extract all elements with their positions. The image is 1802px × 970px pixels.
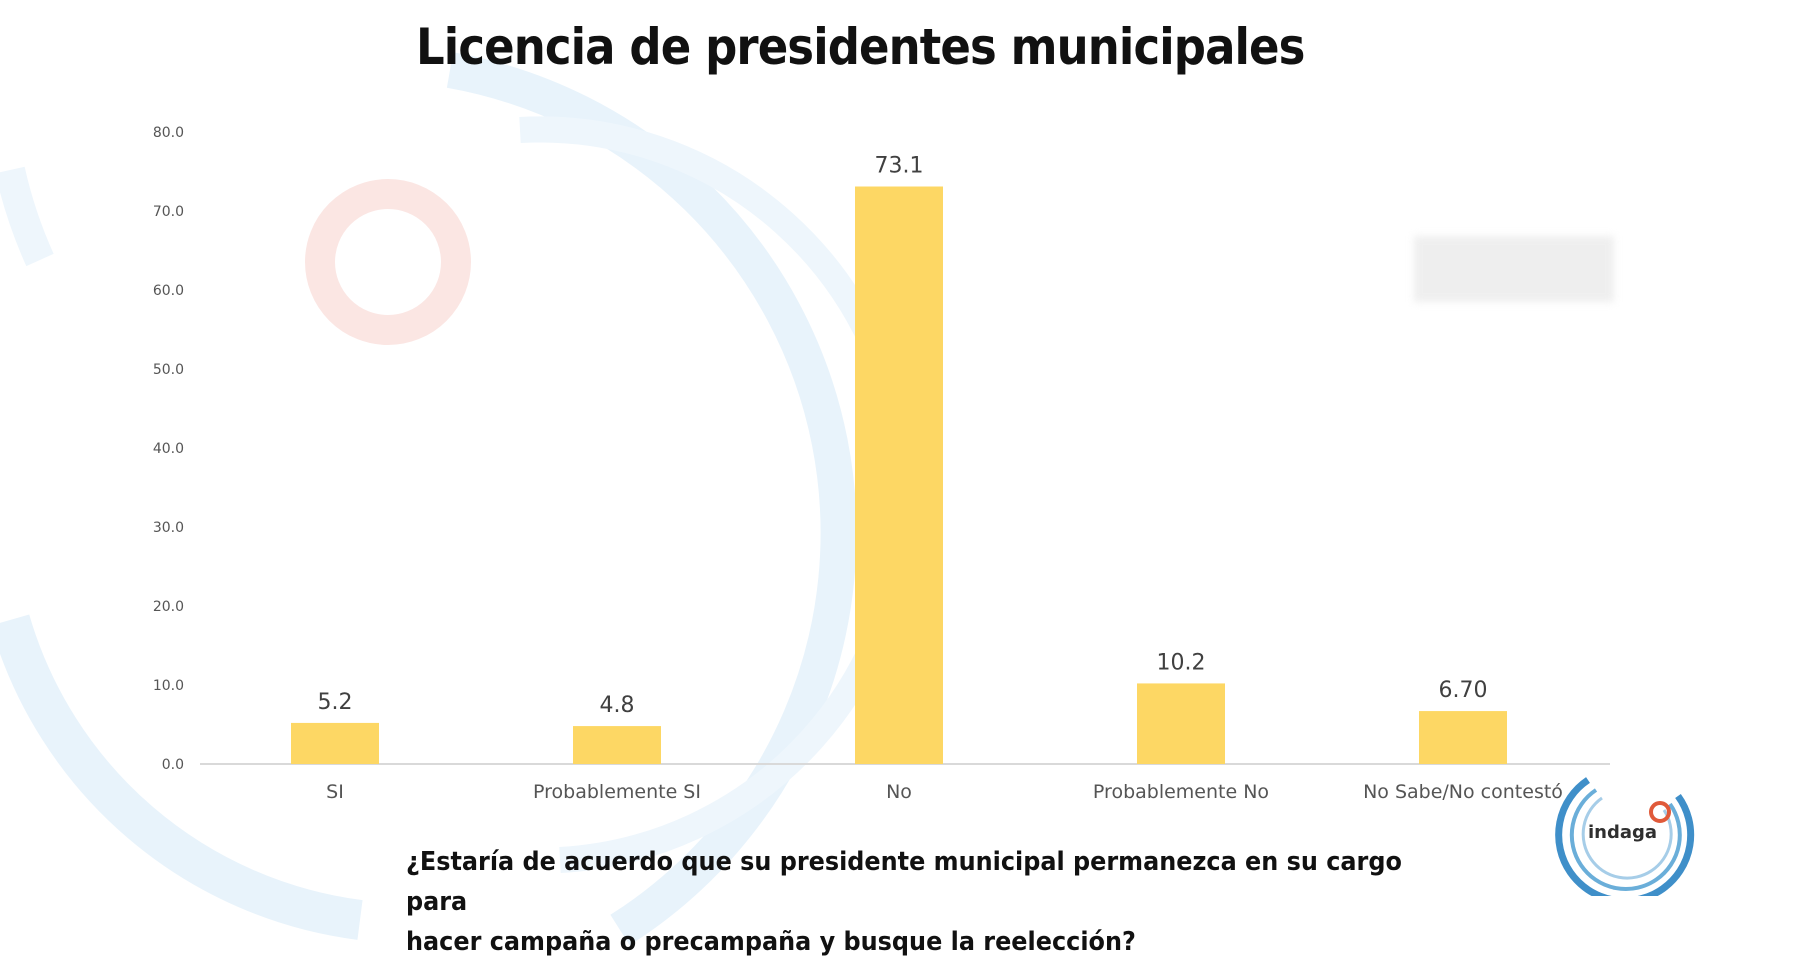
logo-text: indaga	[1588, 822, 1658, 843]
data-label: 73.1	[875, 154, 924, 179]
y-tick-label: 50.0	[153, 362, 184, 378]
data-label: 4.8	[600, 693, 635, 718]
bar	[855, 186, 943, 764]
data-label: 5.2	[318, 690, 353, 715]
y-tick-label: 0.0	[162, 757, 184, 773]
x-tick-label: No	[886, 781, 912, 803]
x-tick-label: SI	[326, 781, 344, 803]
decor-blue-arc-left	[0, 614, 363, 940]
y-tick-label: 80.0	[153, 125, 184, 141]
survey-question-line2: hacer campaña o precampaña y busque la r…	[406, 927, 1136, 957]
x-tick-label: Probablemente SI	[533, 781, 701, 803]
bar	[1137, 683, 1225, 764]
y-tick-label: 10.0	[153, 678, 184, 694]
survey-question: ¿Estaría de acuerdo que su presidente mu…	[406, 842, 1418, 962]
chart-title: Licencia de presidentes municipales	[416, 18, 1305, 76]
decor-blue-arc-left2	[0, 166, 54, 267]
bar	[291, 722, 379, 764]
bar	[573, 726, 661, 764]
x-tick-label: Probablemente No	[1093, 781, 1269, 803]
y-tick-label: 70.0	[153, 204, 184, 220]
y-tick-label: 20.0	[153, 599, 184, 615]
x-tick-label: No Sabe/No contestó	[1363, 781, 1563, 803]
data-label: 10.2	[1157, 650, 1206, 675]
blurred-watermark	[1414, 236, 1614, 302]
decor-red-ring	[305, 179, 471, 345]
data-label: 6.70	[1439, 678, 1488, 703]
bar	[1419, 711, 1507, 764]
y-tick-label: 30.0	[153, 520, 184, 536]
y-tick-label: 40.0	[153, 441, 184, 457]
survey-question-line1: ¿Estaría de acuerdo que su presidente mu…	[406, 847, 1402, 917]
indaga-logo: indaga	[1548, 766, 1708, 905]
y-tick-label: 60.0	[153, 283, 184, 299]
